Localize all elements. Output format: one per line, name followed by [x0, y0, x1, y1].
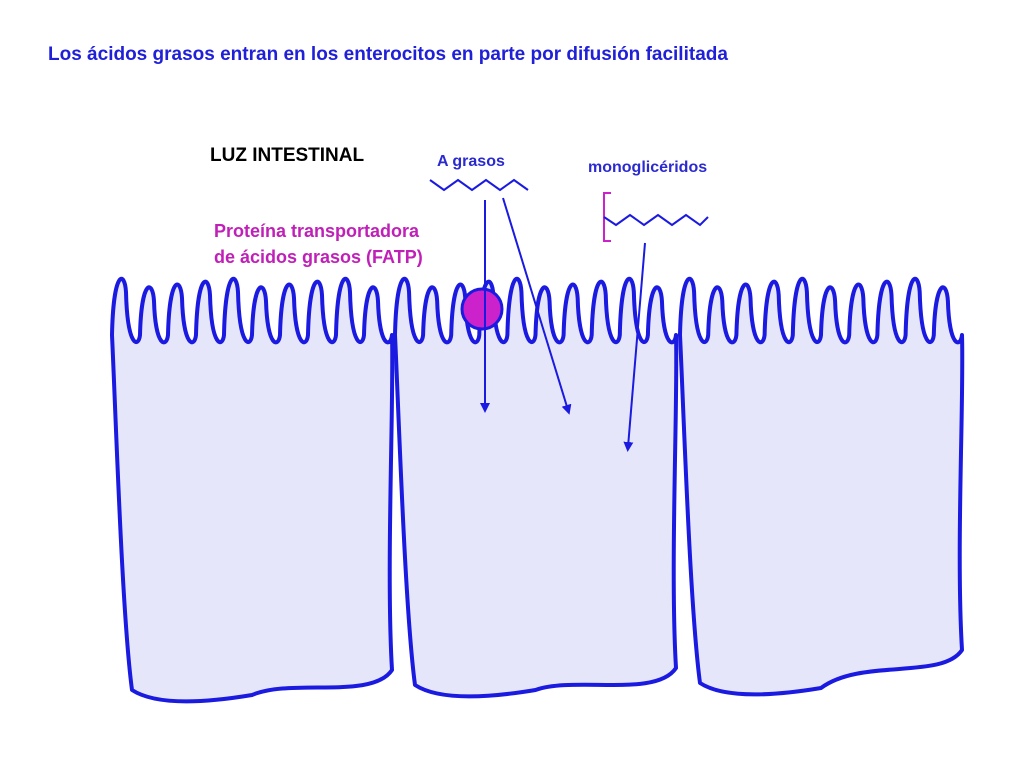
fatp-label-line2: de ácidos grasos (FATP)	[214, 247, 423, 267]
fatp-label-line1: Proteína transportadora	[214, 221, 420, 241]
fatp-label: Proteína transportadora de ácidos grasos…	[214, 218, 494, 270]
fatty-acids-label: A grasos	[437, 153, 505, 170]
monoglyceride-chain	[603, 213, 709, 227]
enterocyte-3	[678, 276, 965, 697]
fatp-protein	[460, 287, 504, 331]
arrow-diffusion-uptake	[502, 197, 572, 415]
enterocyte-cells	[110, 276, 965, 704]
fatty-acid-chain	[429, 178, 529, 192]
intestinal-lumen-label: LUZ INTESTINAL	[210, 145, 365, 166]
enterocyte-1	[110, 276, 395, 704]
arrow-monoglyceride-uptake	[623, 242, 646, 452]
enterocyte-2	[393, 276, 679, 699]
monoglycerides-label: monoglicéridos	[588, 159, 708, 176]
slide-title: Los ácidos grasos entran en los enteroci…	[48, 44, 728, 65]
